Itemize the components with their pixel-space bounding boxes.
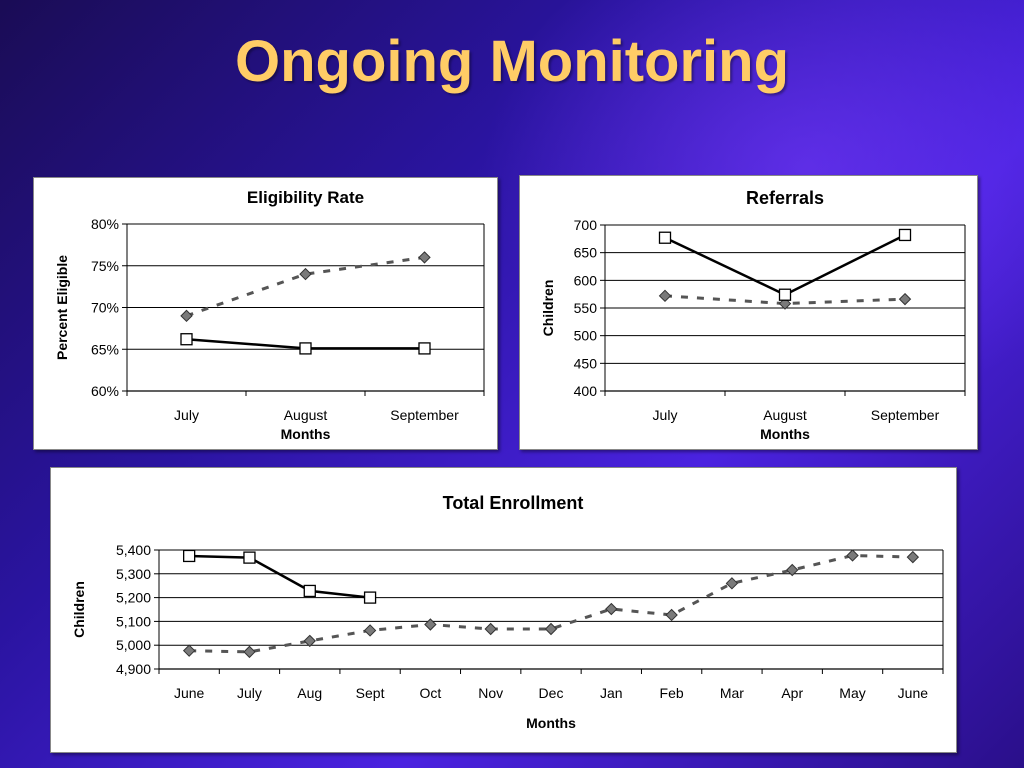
data-point-diamond — [182, 644, 196, 657]
series-line-solid — [189, 554, 371, 599]
x-tick-label: June — [898, 685, 929, 701]
data-point-square — [658, 231, 672, 244]
y-tick-label: 80% — [91, 216, 119, 232]
y-tick-label: 5,100 — [116, 613, 151, 629]
chart-title: Eligibility Rate — [247, 188, 364, 207]
y-tick-label: 700 — [574, 217, 598, 233]
data-point-diamond — [243, 645, 256, 659]
x-tick-label: September — [390, 407, 459, 423]
eligibility-rate-chart: Eligibility Rate 60% 65% 70% 75% 80% July Augus… — [54, 188, 485, 442]
data-point-diamond — [299, 267, 312, 281]
data-point-diamond — [424, 618, 437, 631]
x-tick-label: Oct — [419, 685, 441, 701]
referrals-chart: Referrals 400 450 500 550 600 650 700 July August… — [540, 188, 966, 442]
series-line-solid — [664, 233, 906, 297]
y-tick-label: 60% — [91, 383, 119, 399]
y-axis-title: Children — [71, 581, 87, 638]
x-tick-label: July — [174, 407, 199, 423]
y-tick-label: 65% — [91, 341, 119, 357]
x-axis-title: Months — [526, 715, 576, 731]
x-tick-label: Sept — [356, 685, 385, 701]
total-enrollment-chart: Total Enrollment 4,900 5,000 5,100 5,200 5,30… — [71, 493, 944, 731]
y-axis-title: Percent Eligible — [54, 255, 70, 360]
referrals-chart-panel: Referrals 400 450 500 550 600 650 700 July August… — [519, 175, 978, 450]
x-tick-label: August — [763, 407, 807, 423]
data-point-diamond — [544, 622, 558, 636]
y-tick-label: 400 — [574, 383, 598, 399]
y-tick-label: 5,200 — [116, 590, 151, 606]
x-tick-label: June — [174, 685, 205, 701]
y-axis-title: Children — [540, 280, 556, 337]
data-point-diamond — [180, 309, 193, 323]
chart-title: Referrals — [746, 188, 824, 208]
y-tick-label: 500 — [574, 328, 598, 344]
data-point-diamond — [303, 634, 316, 648]
x-tick-label: May — [839, 685, 865, 701]
x-tick-label: Apr — [781, 685, 803, 701]
x-axis-title: Months — [281, 426, 331, 442]
data-point-diamond — [846, 549, 859, 562]
data-point-diamond — [898, 292, 912, 306]
x-tick-label: September — [871, 407, 940, 423]
data-point-square — [778, 288, 792, 301]
data-point-diamond — [658, 289, 672, 303]
data-point-diamond — [418, 251, 431, 264]
chart-title: Total Enrollment — [443, 493, 584, 513]
x-tick-label: Feb — [660, 685, 684, 701]
y-tick-label: 650 — [574, 245, 598, 261]
y-tick-label: 5,400 — [116, 542, 151, 558]
x-tick-label: Dec — [539, 685, 564, 701]
data-point-square — [898, 228, 912, 242]
total-enrollment-chart-panel: Total Enrollment 4,900 5,000 5,100 5,200 5,30… — [50, 467, 957, 753]
y-tick-label: 5,000 — [116, 637, 151, 653]
series-line-dashed — [189, 553, 913, 654]
x-tick-label: August — [284, 407, 328, 423]
data-point-diamond — [363, 624, 377, 637]
y-tick-label: 5,300 — [116, 566, 151, 582]
data-point-diamond — [725, 577, 739, 590]
y-tick-label: 75% — [91, 258, 119, 274]
x-tick-label: Nov — [478, 685, 503, 701]
data-point-diamond — [786, 563, 799, 577]
data-point-diamond — [906, 550, 920, 564]
x-tick-label: July — [653, 407, 678, 423]
y-tick-label: 70% — [91, 300, 119, 316]
eligibility-rate-chart-panel: Eligibility Rate 60% 65% 70% 75% 80% July Augus… — [33, 177, 498, 450]
x-tick-label: Aug — [297, 685, 322, 701]
y-tick-label: 450 — [574, 355, 598, 371]
x-tick-label: Mar — [720, 685, 744, 701]
data-point-square — [180, 333, 193, 346]
x-axis-title: Months — [760, 426, 810, 442]
slide-title: Ongoing Monitoring — [234, 29, 790, 94]
data-point-square — [303, 584, 316, 598]
data-point-diamond — [484, 622, 497, 636]
data-point-square — [418, 342, 431, 355]
y-tick-label: 600 — [574, 272, 598, 288]
data-point-diamond — [605, 602, 618, 616]
data-point-square — [183, 549, 196, 563]
data-point-square — [299, 342, 312, 355]
y-tick-label: 4,900 — [116, 661, 151, 677]
data-point-square — [243, 551, 256, 564]
x-tick-label: Jan — [600, 685, 623, 701]
y-tick-label: 550 — [574, 300, 598, 316]
x-tick-label: July — [237, 685, 262, 701]
data-point-square — [363, 591, 377, 604]
data-point-diamond — [665, 608, 678, 622]
